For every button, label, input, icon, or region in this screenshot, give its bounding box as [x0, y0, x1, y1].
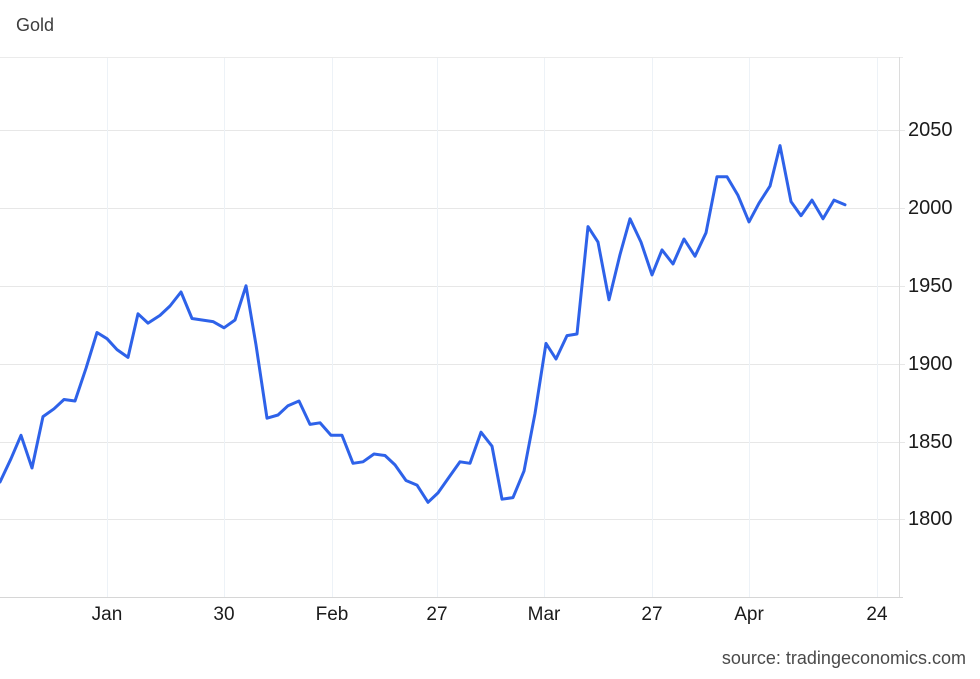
- y-axis-line: [899, 57, 900, 597]
- x-axis-tick-label: 27: [641, 604, 663, 625]
- x-axis-tick-label: Feb: [315, 604, 349, 625]
- y-axis-tick-label: 1850: [908, 431, 953, 453]
- v-gridline: [107, 57, 108, 597]
- h-gridline: [0, 441, 905, 443]
- y-axis-tick-label: 2000: [908, 197, 953, 219]
- v-gridline: [877, 57, 878, 597]
- plot-area[interactable]: [0, 57, 905, 597]
- y-axis-tick-label: 1900: [908, 353, 953, 375]
- y-axis-tick-label: 1800: [908, 508, 953, 530]
- y-axis-tick-label: 1950: [908, 275, 953, 297]
- v-gridline: [332, 57, 333, 597]
- h-gridline: [0, 519, 905, 521]
- y-axis-tick-label: 2050: [908, 119, 953, 141]
- x-axis-tick-label: Mar: [527, 604, 561, 625]
- v-gridline: [437, 57, 438, 597]
- price-line-svg: [0, 144, 847, 504]
- v-gridline: [544, 57, 545, 597]
- x-axis-tick-label: Jan: [91, 604, 123, 625]
- x-axis-tick-label: 30: [213, 604, 235, 625]
- chart-title: Gold: [16, 15, 55, 35]
- x-axis-tick-label: 27: [426, 604, 448, 625]
- x-axis-tick-label: 24: [866, 604, 888, 625]
- x-axis-tick-label: Apr: [734, 604, 764, 625]
- v-gridline: [749, 57, 750, 597]
- h-gridline: [0, 363, 905, 365]
- chart-header: Gold: [0, 0, 980, 57]
- source-attribution: source: tradingeconomics.com: [721, 648, 966, 668]
- h-gridline: [0, 130, 905, 131]
- plot-top-border: [0, 57, 903, 58]
- price-line-series[interactable]: [0, 144, 847, 504]
- h-gridline: [0, 285, 905, 287]
- v-gridline: [652, 57, 653, 597]
- x-axis-line: [0, 597, 903, 598]
- h-gridline: [0, 207, 905, 209]
